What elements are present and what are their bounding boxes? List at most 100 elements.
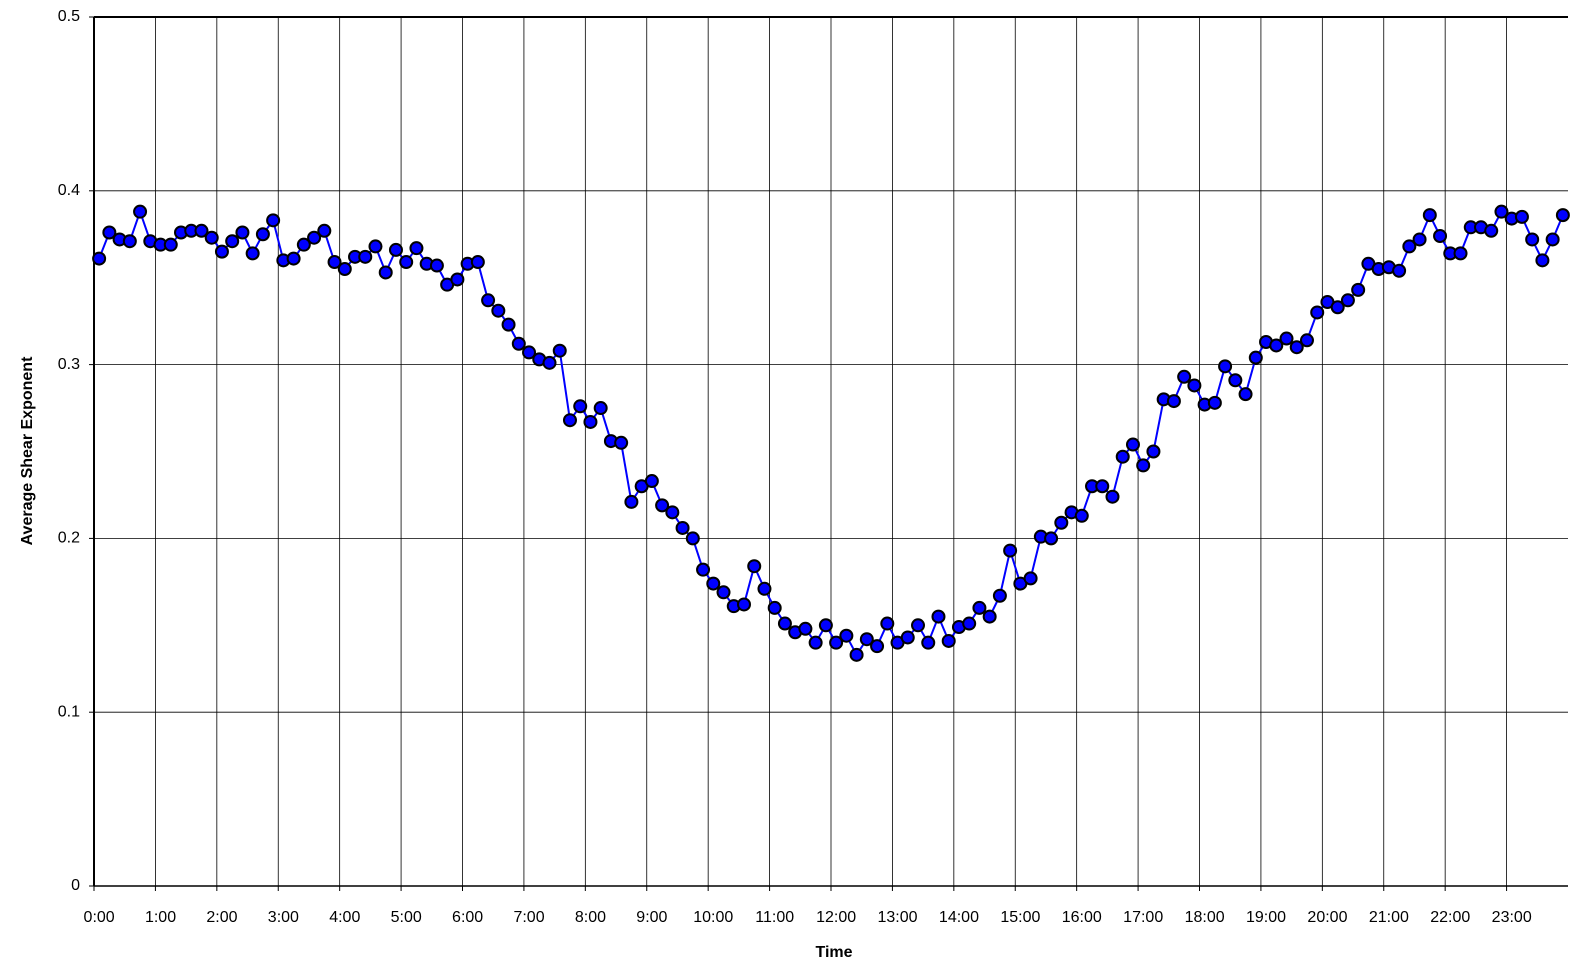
point-marker xyxy=(1115,449,1130,464)
point-marker xyxy=(307,230,322,245)
point-marker xyxy=(614,435,629,450)
point-marker xyxy=(286,251,301,266)
point-marker xyxy=(1310,305,1325,320)
y-tick-label: 0.3 xyxy=(58,356,80,373)
point-marker xyxy=(1392,263,1407,278)
point-marker xyxy=(1289,340,1304,355)
x-tick-label: 14:00 xyxy=(939,909,979,926)
point-marker xyxy=(1238,387,1253,402)
point-marker xyxy=(593,401,608,416)
point-marker xyxy=(777,616,792,631)
point-marker xyxy=(1351,282,1366,297)
point-marker xyxy=(245,246,260,261)
point-marker xyxy=(921,635,936,650)
point-marker xyxy=(911,618,926,633)
point-marker xyxy=(337,262,352,277)
point-marker xyxy=(1187,378,1202,393)
point-marker xyxy=(931,609,946,624)
point-marker xyxy=(829,635,844,650)
point-marker xyxy=(1402,239,1417,254)
point-marker xyxy=(317,223,332,238)
point-marker xyxy=(102,225,117,240)
x-tick-label: 13:00 xyxy=(878,909,918,926)
point-marker xyxy=(225,234,240,249)
point-marker xyxy=(644,474,659,489)
point-marker xyxy=(716,585,731,600)
point-marker xyxy=(870,639,885,654)
point-marker xyxy=(1555,208,1570,223)
point-marker xyxy=(685,531,700,546)
point-marker xyxy=(880,616,895,631)
point-marker xyxy=(808,635,823,650)
point-marker xyxy=(1125,437,1140,452)
point-marker xyxy=(992,588,1007,603)
point-marker xyxy=(1269,338,1284,353)
point-marker xyxy=(747,559,762,574)
point-marker xyxy=(839,628,854,643)
point-marker xyxy=(972,600,987,615)
x-tick-label: 0:00 xyxy=(84,909,115,926)
point-marker xyxy=(481,293,496,308)
x-tick-label: 6:00 xyxy=(452,909,483,926)
x-tick-label: 19:00 xyxy=(1246,909,1286,926)
point-marker xyxy=(1412,232,1427,247)
point-marker xyxy=(1023,571,1038,586)
point-marker xyxy=(962,616,977,631)
x-tick-label: 3:00 xyxy=(268,909,299,926)
point-marker xyxy=(675,520,690,535)
x-tick-label: 11:00 xyxy=(755,909,794,926)
point-marker xyxy=(491,303,506,318)
point-marker xyxy=(1248,350,1263,365)
point-marker xyxy=(941,633,956,648)
point-marker xyxy=(327,255,342,270)
x-tick-label: 16:00 xyxy=(1062,909,1102,926)
x-tick-label: 20:00 xyxy=(1307,909,1347,926)
y-tick-label: 0.2 xyxy=(58,530,80,547)
point-marker xyxy=(982,609,997,624)
point-marker xyxy=(1074,508,1089,523)
point-marker xyxy=(1054,515,1069,530)
point-marker xyxy=(562,413,577,428)
point-marker xyxy=(1422,208,1437,223)
point-marker xyxy=(409,241,424,256)
point-marker xyxy=(1003,543,1018,558)
point-marker xyxy=(583,414,598,429)
point-marker xyxy=(1218,359,1233,374)
x-axis-title: Time xyxy=(815,944,852,961)
point-marker xyxy=(696,562,711,577)
point-marker xyxy=(204,230,219,245)
y-tick-label: 0.4 xyxy=(58,182,80,199)
point-marker xyxy=(511,336,526,351)
point-marker xyxy=(1105,489,1120,504)
point-marker xyxy=(163,237,178,252)
point-marker xyxy=(235,225,250,240)
point-marker xyxy=(1228,373,1243,388)
point-marker xyxy=(655,498,670,513)
point-marker xyxy=(1340,293,1355,308)
point-marker xyxy=(624,494,639,509)
point-marker xyxy=(378,265,393,280)
x-tick-label: 15:00 xyxy=(1000,909,1040,926)
point-marker xyxy=(266,213,281,228)
y-tick-label: 0 xyxy=(71,877,80,894)
point-marker xyxy=(1453,246,1468,261)
x-tick-label: 18:00 xyxy=(1185,909,1225,926)
point-marker xyxy=(1044,531,1059,546)
y-tick-label: 0.1 xyxy=(58,703,80,720)
point-marker xyxy=(1545,232,1560,247)
point-marker xyxy=(1146,444,1161,459)
point-marker xyxy=(1279,331,1294,346)
point-marker xyxy=(757,581,772,596)
point-marker xyxy=(1330,300,1345,315)
point-marker xyxy=(542,355,557,370)
point-marker xyxy=(296,237,311,252)
x-tick-label: 9:00 xyxy=(636,909,667,926)
point-marker xyxy=(122,234,137,249)
x-tick-label: 1:00 xyxy=(145,909,176,926)
x-tick-label: 5:00 xyxy=(391,909,422,926)
point-marker xyxy=(522,345,537,360)
x-tick-label: 2:00 xyxy=(206,909,237,926)
x-tick-label: 23:00 xyxy=(1492,909,1532,926)
point-marker xyxy=(214,244,229,259)
